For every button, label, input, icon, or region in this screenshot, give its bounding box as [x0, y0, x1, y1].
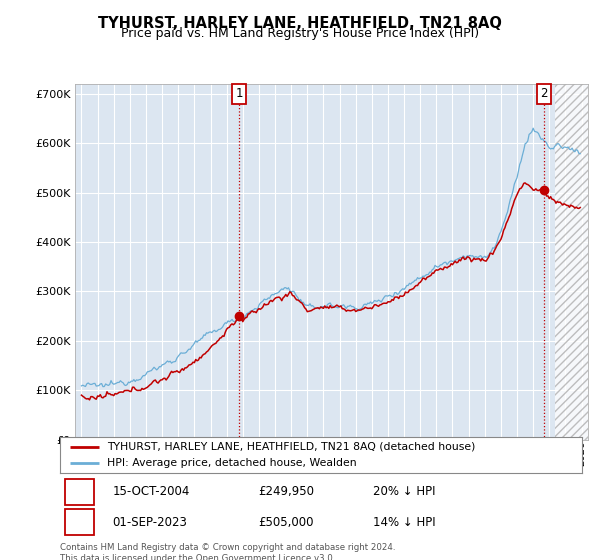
Text: 14% ↓ HPI: 14% ↓ HPI [373, 516, 436, 529]
Text: TYHURST, HARLEY LANE, HEATHFIELD, TN21 8AQ: TYHURST, HARLEY LANE, HEATHFIELD, TN21 8… [98, 16, 502, 31]
Text: 20% ↓ HPI: 20% ↓ HPI [373, 485, 436, 498]
Text: Price paid vs. HM Land Registry's House Price Index (HPI): Price paid vs. HM Land Registry's House … [121, 27, 479, 40]
Text: £505,000: £505,000 [259, 516, 314, 529]
FancyBboxPatch shape [65, 479, 94, 505]
Text: TYHURST, HARLEY LANE, HEATHFIELD, TN21 8AQ (detached house): TYHURST, HARLEY LANE, HEATHFIELD, TN21 8… [107, 442, 475, 451]
Text: £249,950: £249,950 [259, 485, 314, 498]
Text: 15-OCT-2004: 15-OCT-2004 [112, 485, 190, 498]
Text: 2: 2 [540, 87, 548, 100]
FancyBboxPatch shape [65, 510, 94, 535]
Bar [554, 84, 588, 440]
Text: 2: 2 [76, 516, 83, 529]
Text: Contains HM Land Registry data © Crown copyright and database right 2024.
This d: Contains HM Land Registry data © Crown c… [60, 543, 395, 560]
Text: 1: 1 [236, 87, 243, 100]
Text: 1: 1 [76, 485, 83, 498]
Text: 01-SEP-2023: 01-SEP-2023 [112, 516, 187, 529]
Text: HPI: Average price, detached house, Wealden: HPI: Average price, detached house, Weal… [107, 459, 356, 468]
